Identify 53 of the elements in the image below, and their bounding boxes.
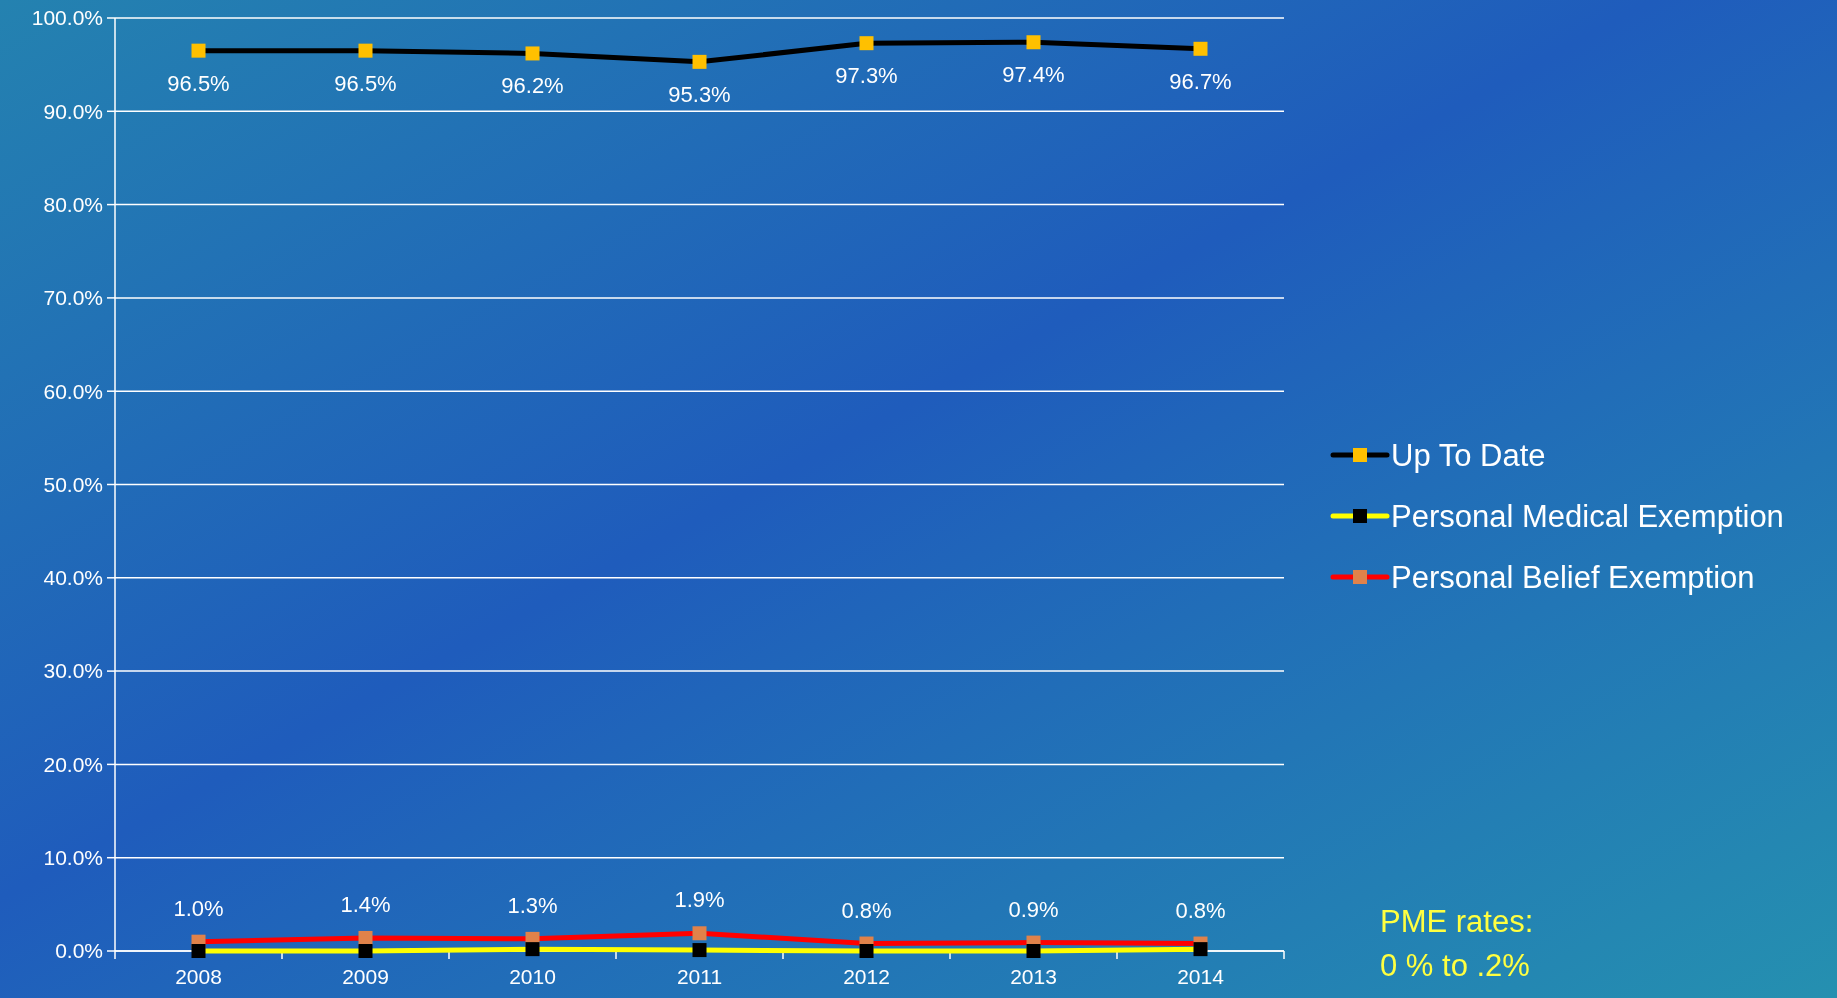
x-tick-label: 2014 bbox=[1177, 965, 1225, 988]
point bbox=[191, 43, 206, 58]
y-tick-label: 10.0% bbox=[43, 846, 103, 870]
data-label: 0.8% bbox=[841, 897, 892, 923]
y-tick-label: 30.0% bbox=[43, 659, 103, 683]
legend-label: Up To Date bbox=[1391, 437, 1546, 473]
point bbox=[1026, 35, 1041, 50]
data-label: 1.3% bbox=[507, 892, 558, 918]
point bbox=[859, 36, 874, 51]
x-tick-label: 2012 bbox=[843, 965, 890, 988]
point bbox=[358, 930, 373, 945]
point bbox=[1193, 41, 1208, 56]
data-label: 1.0% bbox=[173, 895, 224, 921]
x-tick-label: 2011 bbox=[676, 965, 723, 988]
data-label: 0.8% bbox=[1175, 897, 1226, 923]
legend-label: Personal Belief Exemption bbox=[1391, 559, 1755, 595]
data-label: 96.7% bbox=[1169, 68, 1232, 94]
y-tick-label: 70.0% bbox=[43, 286, 103, 310]
text: PME rates: bbox=[1380, 904, 1534, 939]
legend-label: Personal Medical Exemption bbox=[1391, 498, 1784, 534]
point bbox=[1193, 942, 1208, 957]
y-tick-label: 20.0% bbox=[43, 752, 103, 776]
x-tick-label: 2008 bbox=[175, 965, 222, 988]
text: 0 % to .2% bbox=[1380, 948, 1530, 983]
point bbox=[525, 942, 540, 957]
point bbox=[692, 54, 707, 69]
data-label: 96.5% bbox=[334, 70, 397, 96]
y-tick-label: 40.0% bbox=[43, 566, 103, 590]
x-tick-label: 2013 bbox=[1010, 965, 1057, 988]
data-label: 96.2% bbox=[501, 73, 564, 99]
point bbox=[525, 46, 540, 61]
data-label: 1.9% bbox=[674, 887, 725, 913]
data-label: 1.4% bbox=[340, 891, 391, 917]
y-tick-label: 80.0% bbox=[43, 192, 103, 216]
point bbox=[358, 43, 373, 58]
data-label: 0.9% bbox=[1008, 896, 1059, 922]
data-label: 97.3% bbox=[835, 63, 898, 89]
data-label: 96.5% bbox=[167, 70, 230, 96]
point bbox=[191, 944, 206, 958]
point bbox=[692, 926, 707, 941]
x-tick-label: 2009 bbox=[342, 965, 389, 988]
point bbox=[692, 943, 707, 958]
point bbox=[859, 944, 874, 958]
data-label: 95.3% bbox=[668, 81, 731, 107]
point bbox=[358, 944, 373, 958]
point bbox=[1026, 944, 1041, 958]
y-tick-label: 100.0% bbox=[31, 6, 103, 30]
y-tick-label: 60.0% bbox=[43, 379, 103, 403]
data-label: 97.4% bbox=[1002, 62, 1065, 88]
y-tick-label: 90.0% bbox=[43, 99, 103, 123]
x-tick-label: 2010 bbox=[509, 965, 556, 988]
y-tick-label: 0.0% bbox=[55, 939, 103, 963]
y-tick-label: 50.0% bbox=[43, 472, 103, 496]
